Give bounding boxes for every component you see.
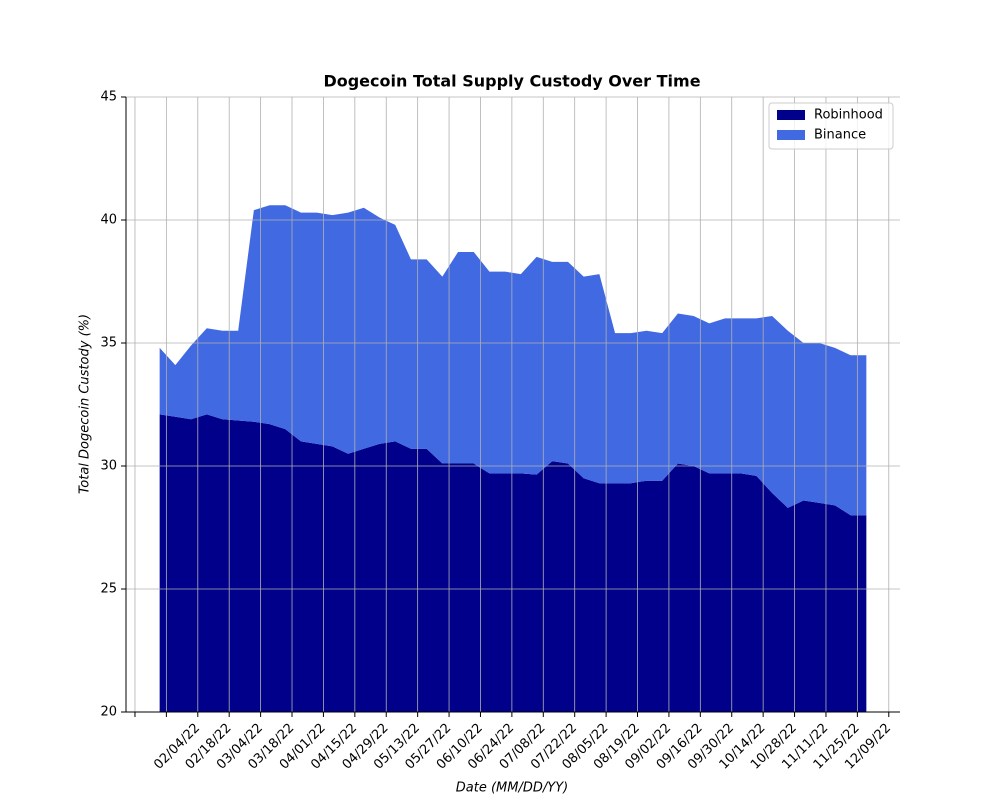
legend-label: Binance	[814, 128, 866, 143]
y-tick-label: 20	[100, 705, 117, 720]
y-tick-label: 30	[100, 459, 117, 474]
area	[159, 414, 867, 712]
y-tick-label: 40	[100, 213, 117, 228]
y-tick-label: 25	[100, 582, 117, 597]
y-axis-label: Total Dogecoin Custody (%)	[78, 314, 93, 494]
x-axis-label: Date (MM/DD/YY)	[456, 781, 568, 796]
chart-title: Dogecoin Total Supply Custody Over Time	[323, 72, 700, 91]
y-tick-label: 45	[100, 90, 117, 105]
legend-label: Robinhood	[814, 108, 883, 123]
area	[159, 205, 867, 516]
legend-swatch	[777, 130, 805, 140]
legend-swatch	[777, 110, 805, 120]
y-tick-label: 35	[100, 336, 117, 351]
